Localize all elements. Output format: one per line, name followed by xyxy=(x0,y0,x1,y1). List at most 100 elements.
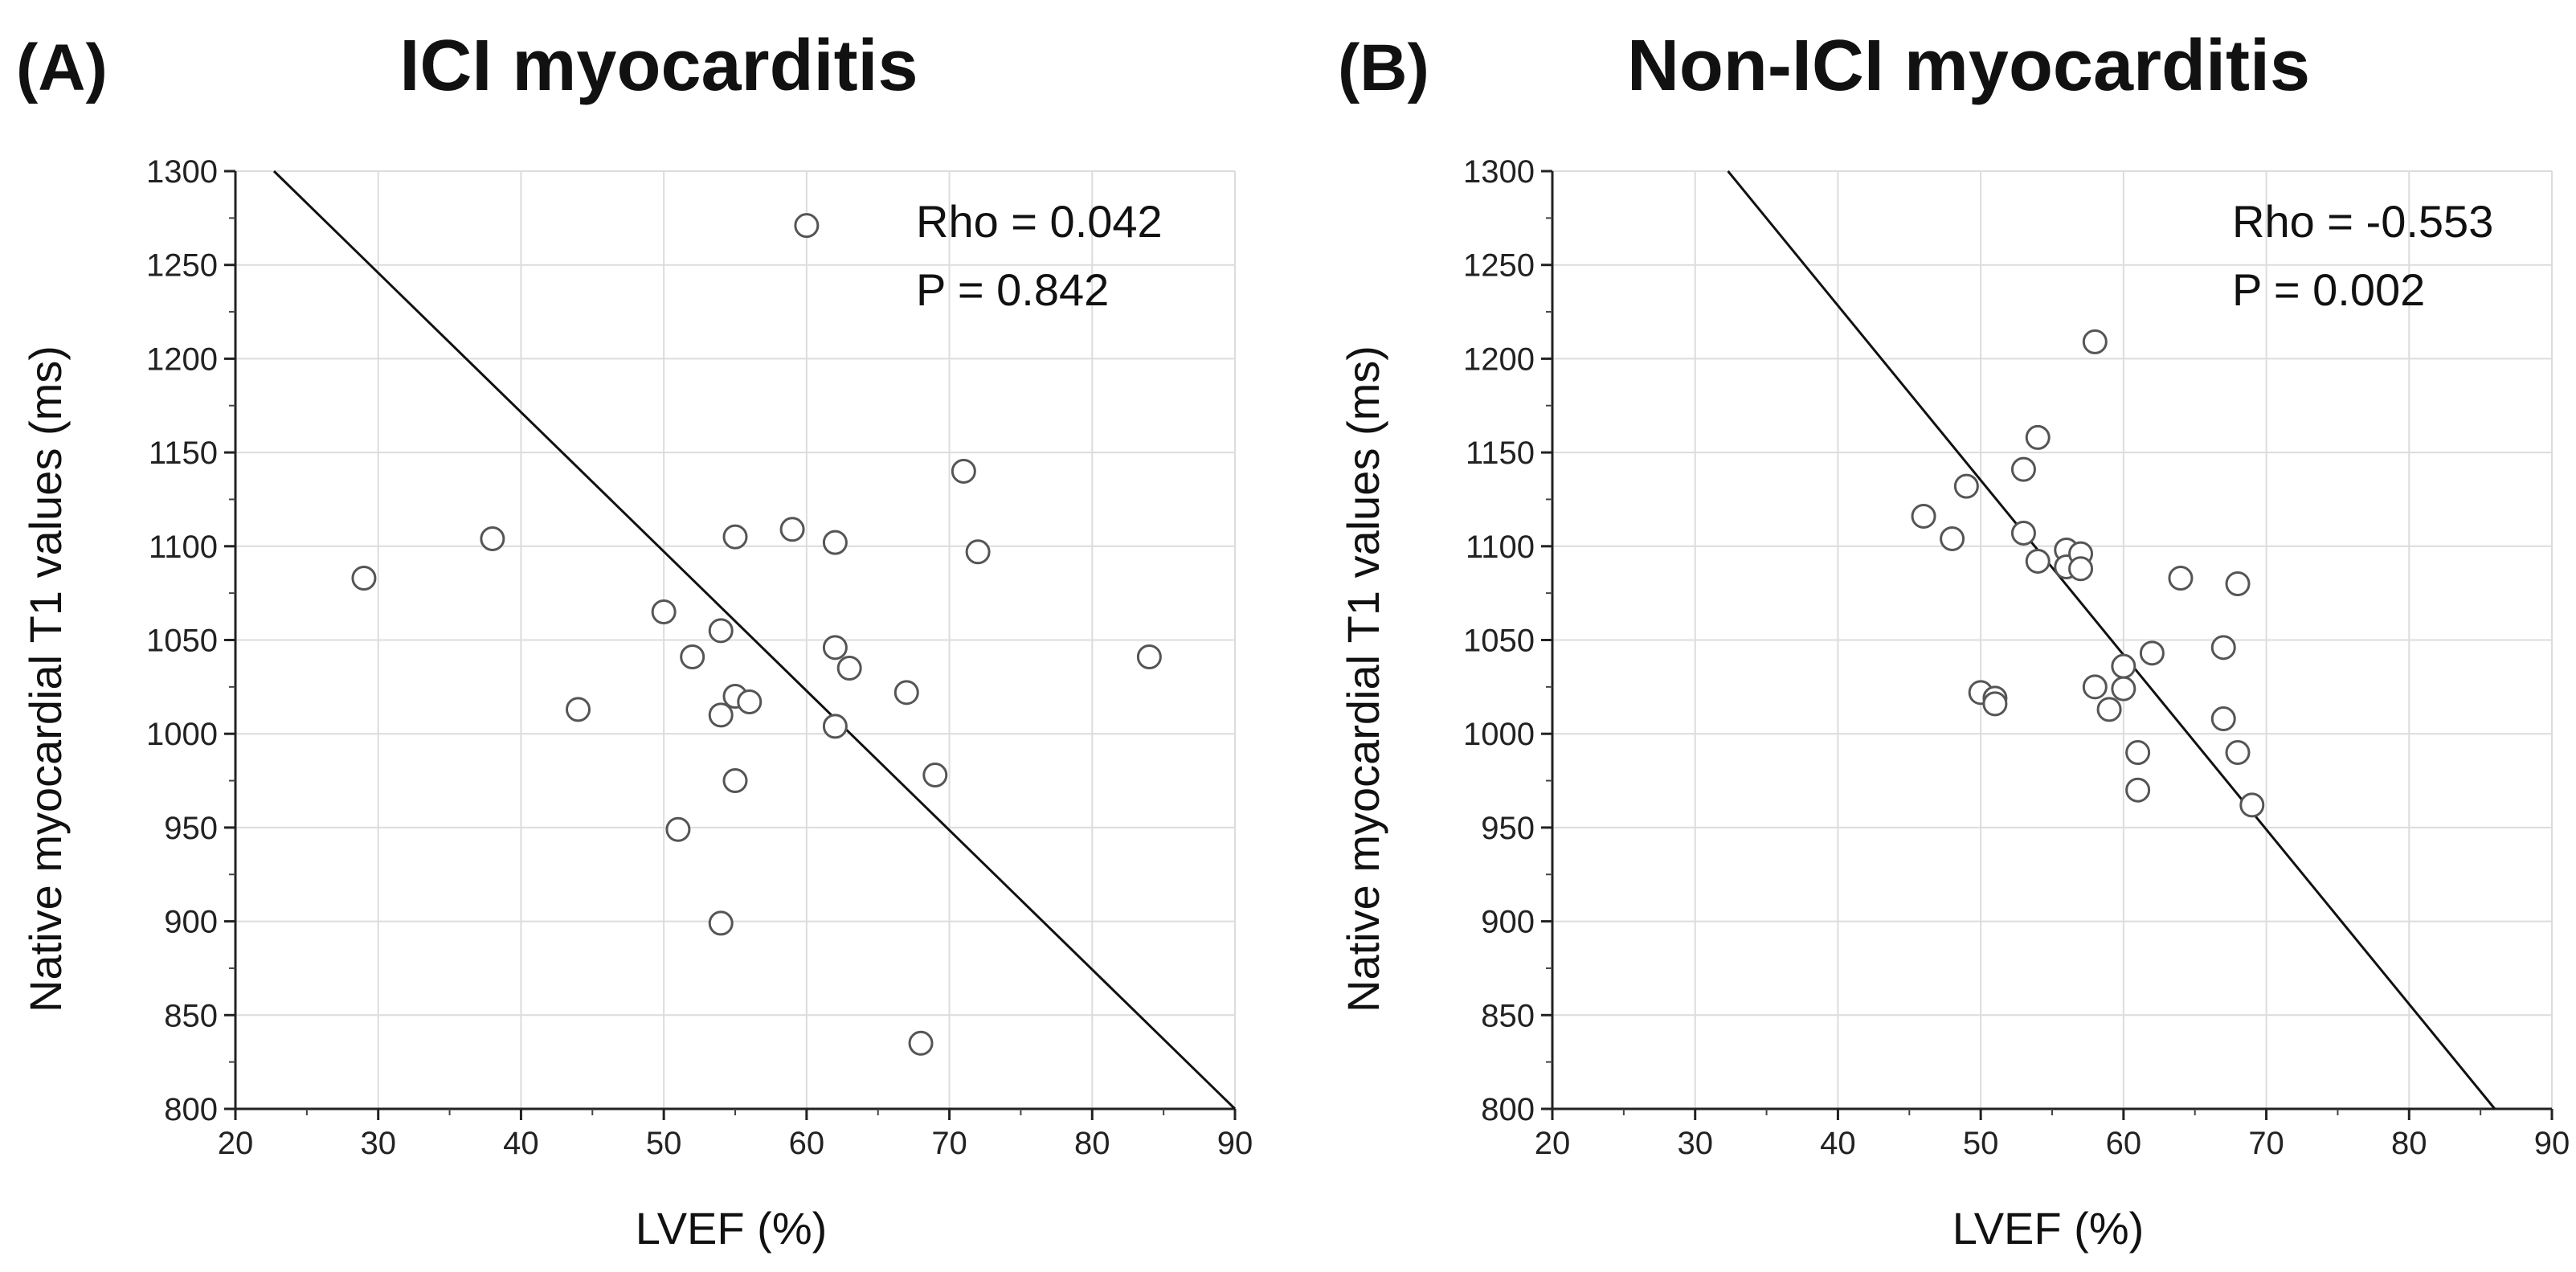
panel-b-x-tick-label: 90 xyxy=(2534,1126,2570,1161)
panel-a-y-tick-label: 850 xyxy=(164,998,218,1033)
panel-a-data-point xyxy=(708,910,734,936)
panel-a-data-point xyxy=(965,539,991,565)
panel-a-data-point xyxy=(708,702,734,728)
panel-b-p-value: P = 0.002 xyxy=(2232,264,2425,315)
panel-b-data-point xyxy=(1982,691,2008,717)
panel-a-data-point xyxy=(651,599,677,624)
panel-a-data-point xyxy=(951,458,976,484)
panel-b-y-tick-label: 1100 xyxy=(1466,530,1535,565)
panel-a-data-point xyxy=(722,524,748,550)
panel-a-y-tick-label: 800 xyxy=(164,1092,218,1127)
panel-b-rho: Rho = -0.553 xyxy=(2232,196,2493,247)
panel-b-y-axis-label: Native myocardial T1 values (ms) xyxy=(1338,346,1388,1012)
panel-a-regression-line xyxy=(272,170,1237,1110)
panel-a-y-tick-label: 1050 xyxy=(146,624,218,659)
panel-a-y-tick-label: 1300 xyxy=(146,154,218,190)
panel-a-data-point xyxy=(893,680,919,706)
panel-b-y-tick-label: 1300 xyxy=(1463,154,1535,190)
panel-b-data-point xyxy=(2010,456,2036,482)
panel-b-x-tick-label: 60 xyxy=(2106,1126,2142,1161)
panel-a-p-value: P = 0.842 xyxy=(916,264,1109,315)
panel-a-x-axis-label: LVEF (%) xyxy=(636,1203,828,1254)
panel-b-data-point xyxy=(2210,635,2236,661)
panel-b-data-point xyxy=(2082,329,2108,354)
panel-b-y-tick-label: 1050 xyxy=(1463,624,1535,659)
panel-a-plot: 20 30 40 50 60 70 80 90 800 850 900 950 1000 1050 1100… xyxy=(146,154,1253,1161)
panel-a-data-point xyxy=(822,530,848,555)
panel-b-data-point xyxy=(2239,792,2265,818)
panel-a-y-tick-label: 1250 xyxy=(146,248,218,284)
panel-a-title: ICI myocarditis xyxy=(399,26,918,106)
panel-a-letter: (A) xyxy=(16,31,108,104)
panel-a-data-point xyxy=(1136,644,1162,670)
panel-b-data-point xyxy=(2010,520,2036,546)
panel-b-data-point xyxy=(2096,697,2122,722)
panel-a-data-point xyxy=(737,689,763,715)
panel-b-data-point xyxy=(2139,640,2165,666)
panel-a-data-point xyxy=(665,816,691,842)
panel-a-data-point xyxy=(708,618,734,644)
panel-b-x-tick-label: 80 xyxy=(2391,1126,2427,1161)
panel-b-title: Non-ICI myocarditis xyxy=(1627,26,2310,106)
panel-b-data-point xyxy=(2225,740,2251,766)
panel-b-y-tick-label: 1150 xyxy=(1466,436,1535,471)
panel-a-y-axis-label: Native myocardial T1 values (ms) xyxy=(20,346,71,1012)
panel-b-data-point xyxy=(2111,676,2136,701)
panel-b-data-point xyxy=(2225,571,2251,596)
panel-b-data-point xyxy=(1953,473,1979,499)
panel-a-data-point xyxy=(351,565,377,591)
panel-a-x-tick-label: 40 xyxy=(503,1126,539,1161)
panel-a-data-point xyxy=(822,635,848,661)
panel-b-data-point xyxy=(2125,777,2151,803)
panel-b-y-tick-label: 1000 xyxy=(1463,717,1535,752)
panel-b: (B) Non-ICI myocarditis 20 30 40 50 60 70 80 90… xyxy=(1338,26,2570,1254)
panel-a-x-tick-label: 70 xyxy=(931,1126,967,1161)
panel-b-data-point xyxy=(2068,556,2094,582)
panel-a-x-tick-label: 50 xyxy=(646,1126,682,1161)
panel-b-data-point xyxy=(2082,674,2108,700)
panel-b-y-tick-label: 1200 xyxy=(1463,342,1535,377)
panel-b-x-tick-label: 70 xyxy=(2248,1126,2284,1161)
panel-a-data-point xyxy=(779,517,805,542)
panel-a-x-tick-label: 60 xyxy=(789,1126,825,1161)
panel-b-data-point xyxy=(1911,503,1936,529)
panel-a-rho: Rho = 0.042 xyxy=(916,196,1163,247)
panel-b-x-tick-label: 40 xyxy=(1820,1126,1856,1161)
panel-a-y-tick-label: 1000 xyxy=(146,717,218,752)
panel-a-data-point xyxy=(922,763,948,788)
panel-a-y-tick-label: 1100 xyxy=(149,530,218,565)
panel-b-plot: 20 30 40 50 60 70 80 90 800 850 900 950 1000 1050 1100… xyxy=(1463,154,2570,1161)
panel-a-data-point xyxy=(480,526,505,551)
panel-b-x-tick-label: 30 xyxy=(1677,1126,1713,1161)
panel-b-y-tick-label: 850 xyxy=(1481,998,1535,1033)
panel-b-data-point xyxy=(2125,740,2151,766)
panel-a-y-tick-label: 1200 xyxy=(146,342,218,377)
panel-a-data-point xyxy=(722,768,748,794)
panel-b-x-axis-label: LVEF (%) xyxy=(1952,1203,2145,1254)
panel-b-letter: (B) xyxy=(1338,31,1429,104)
panel-a-data-point xyxy=(680,644,705,670)
panel-a-y-tick-label: 1150 xyxy=(149,436,218,471)
panel-b-data-point xyxy=(1940,526,1965,551)
panel-a-data-point xyxy=(908,1030,934,1056)
panel-b-x-tick-label: 20 xyxy=(1535,1126,1571,1161)
panel-a-data-point xyxy=(822,714,848,739)
panel-b-data-point xyxy=(2168,565,2194,591)
panel-b-regression-line xyxy=(1727,170,2496,1110)
panel-a-y-tick-label: 950 xyxy=(164,811,218,846)
panel-a-x-tick-label: 20 xyxy=(218,1126,254,1161)
panel-b-x-tick-label: 50 xyxy=(1963,1126,1999,1161)
panel-b-y-tick-label: 1250 xyxy=(1463,248,1535,284)
panel-b-data-point xyxy=(2025,548,2051,574)
panel-b-y-tick-label: 900 xyxy=(1481,905,1535,940)
panel-b-data-point xyxy=(2111,653,2136,679)
panel-b-y-tick-label: 950 xyxy=(1481,811,1535,846)
panel-a-y-tick-label: 900 xyxy=(164,905,218,940)
panel-a: (A) ICI myocarditis 20 30 40 50 60 70 80 90 800 8… xyxy=(16,26,1253,1254)
panel-a-x-tick-label: 80 xyxy=(1074,1126,1110,1161)
panel-b-data-point xyxy=(2025,424,2051,450)
panel-a-data-point xyxy=(836,656,862,681)
panel-b-y-tick-label: 800 xyxy=(1481,1092,1535,1127)
panel-a-x-tick-label: 30 xyxy=(360,1126,396,1161)
